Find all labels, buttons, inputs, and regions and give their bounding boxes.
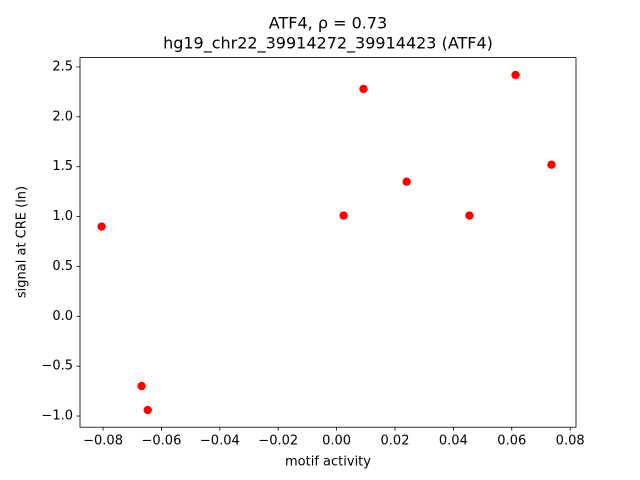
- chart-subtitle: hg19_chr22_39914272_39914423 (ATF4): [163, 34, 493, 54]
- x-tick-label: 0.00: [322, 434, 351, 449]
- x-axis-label: motif activity: [285, 455, 371, 470]
- x-tick-label: −0.06: [142, 434, 182, 449]
- x-tick-label: 0.06: [497, 434, 526, 449]
- y-tick-label: 2.5: [52, 59, 73, 74]
- point: [547, 160, 556, 169]
- y-axis-label: signal at CRE (ln): [15, 186, 30, 298]
- y-tick-label: 2.0: [52, 109, 73, 124]
- point: [143, 405, 152, 415]
- x-tick-label: 0.08: [556, 434, 585, 449]
- point: [339, 211, 348, 220]
- y-tick-label: 1.0: [52, 209, 73, 224]
- y-tick-label: 0.5: [52, 259, 73, 274]
- y-tick-label: −0.5: [41, 359, 73, 374]
- y-tick-label: 1.5: [52, 159, 73, 174]
- point: [465, 211, 474, 220]
- x-tick-label: −0.08: [83, 434, 123, 449]
- point: [359, 84, 368, 94]
- point: [511, 70, 520, 80]
- y-tick-label: −1.0: [41, 409, 73, 424]
- point: [402, 177, 411, 186]
- plot-frame: [79, 57, 577, 428]
- x-tick-label: 0.04: [439, 434, 468, 449]
- x-tick-label: −0.04: [200, 434, 240, 449]
- point: [137, 381, 146, 391]
- point: [97, 222, 106, 231]
- chart-title: ATF4, ρ = 0.73: [269, 14, 387, 33]
- y-tick-label: 0.0: [52, 309, 73, 324]
- x-tick-label: 0.02: [381, 434, 410, 449]
- x-tick-label: −0.02: [258, 434, 298, 449]
